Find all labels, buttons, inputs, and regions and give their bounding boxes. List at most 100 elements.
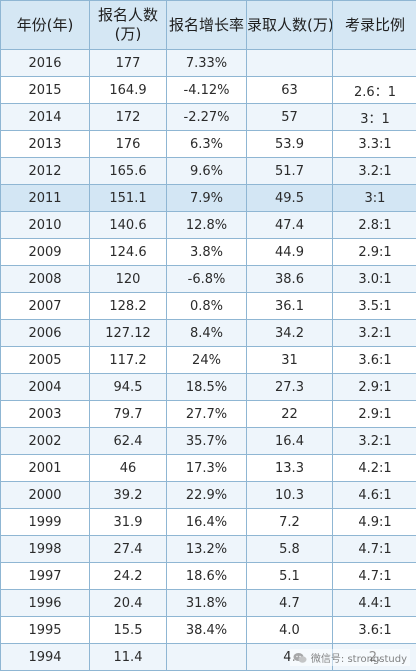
cell-ratio: 4.9:1 [332,508,416,536]
cell-admitted: 5.1 [246,562,333,590]
cell-admitted: 31 [246,346,333,374]
cell-year: 2000 [0,481,90,509]
cell-admitted: 63 [246,76,333,104]
wechat-icon [293,652,307,664]
cell-year: 2006 [0,319,90,347]
cell-year: 2005 [0,346,90,374]
table-row: 2010 140.6 12.8% 47.4 2.8:1 [0,211,416,239]
table-row: 2011 151.1 7.9% 49.5 3:1 [0,184,416,212]
table-row: 2000 39.2 22.9% 10.3 4.6:1 [0,481,416,509]
cell-applicants: 124.6 [89,238,167,266]
header-year: 年份(年) [0,0,90,50]
cell-year: 1995 [0,616,90,644]
cell-year: 2015 [0,76,90,104]
cell-year: 2011 [0,184,90,212]
cell-ratio: 2.6：1 [332,76,416,104]
cell-applicants: 176 [89,130,167,158]
cell-year: 2014 [0,103,90,131]
watermark-text: 微信号: strongstudy [310,654,407,665]
table-row: 1998 27.4 13.2% 5.8 4.7:1 [0,535,416,563]
cell-ratio: 2.8:1 [332,211,416,239]
cell-growth-rate: 27.7% [166,400,247,428]
cell-year: 1994 [0,643,90,671]
cell-admitted: 27.3 [246,373,333,401]
cell-admitted: 22 [246,400,333,428]
cell-applicants: 24.2 [89,562,167,590]
cell-admitted: 49.5 [246,184,333,212]
header-growth-rate: 报名增长率 [166,0,247,50]
table-row: 2004 94.5 18.5% 27.3 2.9:1 [0,373,416,401]
header-admitted: 录取人数(万) [246,0,333,50]
cell-applicants: 11.4 [89,643,167,671]
cell-ratio: 3.2:1 [332,427,416,455]
cell-admitted: 51.7 [246,157,333,185]
table-row: 2007 128.2 0.8% 36.1 3.5:1 [0,292,416,320]
cell-applicants: 79.7 [89,400,167,428]
table-row: 2008 120 -6.8% 38.6 3.0:1 [0,265,416,293]
cell-ratio: 2.9:1 [332,400,416,428]
cell-year: 2004 [0,373,90,401]
cell-ratio: 4.6:1 [332,481,416,509]
cell-applicants: 27.4 [89,535,167,563]
cell-ratio: 2.9:1 [332,238,416,266]
cell-year: 1996 [0,589,90,617]
table-row: 2002 62.4 35.7% 16.4 3.2:1 [0,427,416,455]
table-row: 1999 31.9 16.4% 7.2 4.9:1 [0,508,416,536]
cell-applicants: 46 [89,454,167,482]
cell-growth-rate: 17.3% [166,454,247,482]
cell-year: 2007 [0,292,90,320]
header-row: 年份(年) 报名人数(万) 报名增长率 录取人数(万) 考录比例 [0,0,416,50]
table-body: 2016 177 7.33% 2015 164.9 -4.12% 63 2.6：1 2014 17… [0,49,416,671]
cell-growth-rate: 7.33% [166,49,247,77]
cell-ratio: 3.6:1 [332,616,416,644]
table-row: 2003 79.7 27.7% 22 2.9:1 [0,400,416,428]
cell-growth-rate: -2.27% [166,103,247,131]
cell-growth-rate: 24% [166,346,247,374]
cell-applicants: 31.9 [89,508,167,536]
cell-admitted: 13.3 [246,454,333,482]
table-row: 2016 177 7.33% [0,49,416,77]
cell-year: 1997 [0,562,90,590]
cell-admitted: 44.9 [246,238,333,266]
cell-growth-rate: 3.8% [166,238,247,266]
cell-admitted: 4.7 [246,589,333,617]
cell-applicants: 94.5 [89,373,167,401]
cell-growth-rate: 35.7% [166,427,247,455]
table-row: 2013 176 6.3% 53.9 3.3:1 [0,130,416,158]
cell-growth-rate: -4.12% [166,76,247,104]
cell-year: 2010 [0,211,90,239]
cell-applicants: 164.9 [89,76,167,104]
cell-growth-rate: 6.3% [166,130,247,158]
cell-applicants: 20.4 [89,589,167,617]
cell-admitted: 5.8 [246,535,333,563]
cell-ratio: 3.5:1 [332,292,416,320]
cell-year: 2016 [0,49,90,77]
cell-applicants: 117.2 [89,346,167,374]
cell-growth-rate: 38.4% [166,616,247,644]
table-header: 年份(年) 报名人数(万) 报名增长率 录取人数(万) 考录比例 [0,0,416,50]
cell-growth-rate: 16.4% [166,508,247,536]
table-row: 2005 117.2 24% 31 3.6:1 [0,346,416,374]
table-row: 1995 15.5 38.4% 4.0 3.6:1 [0,616,416,644]
table-row: 1996 20.4 31.8% 4.7 4.4:1 [0,589,416,617]
cell-ratio: 3.6:1 [332,346,416,374]
cell-growth-rate: -6.8% [166,265,247,293]
cell-growth-rate: 12.8% [166,211,247,239]
cell-growth-rate: 8.4% [166,319,247,347]
cell-applicants: 39.2 [89,481,167,509]
cell-admitted: 53.9 [246,130,333,158]
cell-year: 2003 [0,400,90,428]
cell-ratio: 3：1 [332,103,416,131]
cell-applicants: 165.6 [89,157,167,185]
cell-year: 2009 [0,238,90,266]
cell-admitted: 38.6 [246,265,333,293]
cell-ratio: 4.7:1 [332,562,416,590]
watermark: 微信号: strongstudy [289,649,410,666]
cell-admitted: 7.2 [246,508,333,536]
cell-applicants: 120 [89,265,167,293]
table-row: 2015 164.9 -4.12% 63 2.6：1 [0,76,416,104]
cell-ratio: 3.2:1 [332,157,416,185]
cell-ratio: 3:1 [332,184,416,212]
